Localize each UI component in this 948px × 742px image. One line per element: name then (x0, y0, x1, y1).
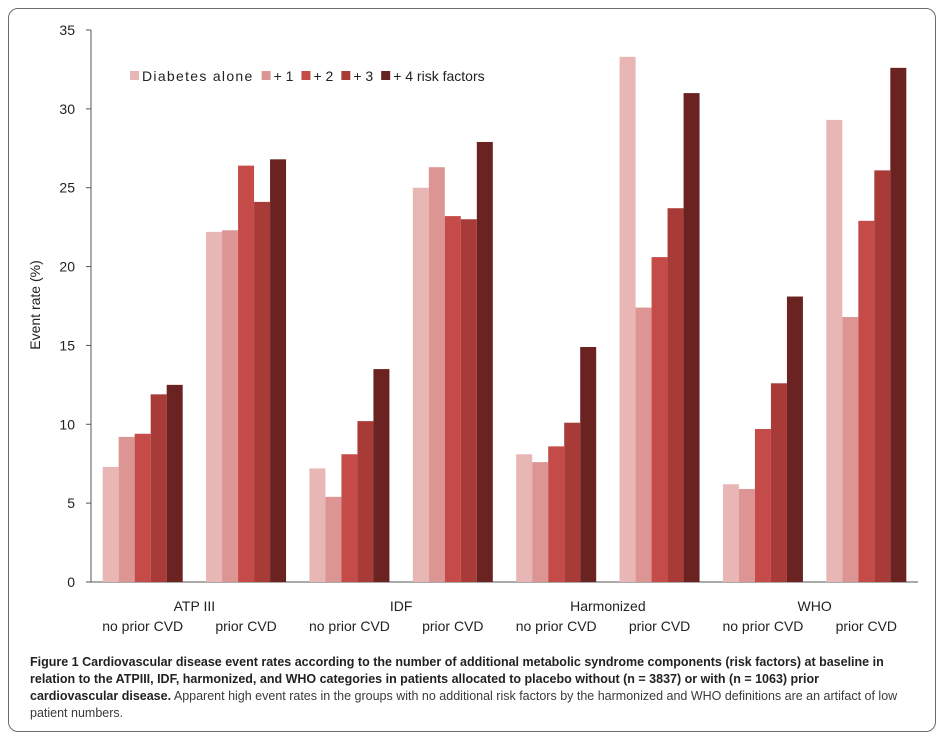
y-axis: 0 5 10 15 20 25 30 35 (59, 22, 92, 590)
x-group-label: WHO (798, 598, 832, 614)
y-tick-label: 30 (59, 101, 75, 117)
bar (738, 488, 755, 582)
legend-label: + 3 (353, 68, 373, 84)
y-tick-label: 15 (59, 337, 75, 353)
bar (651, 257, 668, 582)
bar (254, 201, 271, 582)
bar (412, 187, 429, 582)
y-tick-label: 35 (59, 22, 75, 38)
legend-label: + 4 risk factors (393, 68, 484, 84)
x-tick-label: prior CVD (629, 618, 690, 634)
legend-swatch (381, 71, 391, 80)
bar (754, 429, 771, 582)
bar (270, 159, 287, 582)
x-tick-label: prior CVD (422, 618, 483, 634)
x-group-label: IDF (390, 598, 413, 614)
bar (428, 167, 445, 582)
bar (134, 433, 151, 582)
legend: Diabetes alone + 1 + 2 + 3 + 4 risk factors (130, 68, 485, 84)
bar (722, 484, 739, 582)
bar (476, 141, 493, 582)
bar (357, 421, 374, 582)
bar (580, 347, 597, 582)
bar (683, 93, 700, 582)
bar (548, 446, 565, 582)
bar (373, 369, 390, 582)
x-tick-label: no prior CVD (722, 618, 803, 634)
figure-caption: Figure 1 Cardiovascular disease event ra… (30, 654, 908, 722)
bar (842, 317, 859, 582)
x-group-label: ATP III (174, 598, 216, 614)
bar (325, 496, 342, 582)
y-axis-label: Event rate (%) (27, 260, 43, 349)
bar (238, 165, 255, 583)
bar (667, 208, 684, 582)
bar-chart: 0 5 10 15 20 25 30 35 ATP III no prior CVD prior … (27, 22, 918, 634)
x-tick-label: prior CVD (836, 618, 897, 634)
bar (341, 454, 358, 582)
caption-lead: Figure 1 Cardiovascular disease event ra… (30, 655, 884, 703)
bar (874, 170, 891, 582)
y-tick-label: 5 (67, 495, 75, 511)
bar (309, 468, 326, 582)
legend-swatch (130, 71, 139, 80)
bar (770, 383, 787, 582)
bar (166, 384, 183, 582)
legend-swatch (301, 71, 311, 80)
y-tick-label: 10 (59, 416, 75, 432)
bar (444, 216, 461, 583)
bars (102, 56, 907, 583)
bar (635, 307, 652, 582)
legend-swatch (261, 71, 271, 80)
x-tick-label: no prior CVD (516, 618, 597, 634)
bar (222, 230, 239, 582)
bar (619, 56, 636, 583)
x-tick-label: no prior CVD (309, 618, 390, 634)
bar (890, 67, 907, 582)
bar (858, 220, 875, 582)
bar (786, 296, 803, 582)
legend-label: + 1 (274, 68, 294, 84)
bar (150, 394, 167, 582)
x-tick-label: prior CVD (215, 618, 276, 634)
caption-rest: Apparent high event rates in the groups … (30, 689, 898, 720)
bar (460, 219, 477, 582)
bar (206, 231, 223, 583)
bar (102, 466, 119, 582)
x-group-label: Harmonized (570, 598, 645, 614)
y-tick-label: 0 (67, 574, 75, 590)
bar (516, 454, 533, 582)
legend-swatch (341, 71, 351, 80)
bar (118, 436, 135, 582)
y-tick-label: 25 (59, 180, 75, 196)
x-tick-label: no prior CVD (102, 618, 183, 634)
legend-label: Diabetes alone (142, 68, 254, 84)
bar (564, 422, 581, 582)
bar (826, 119, 843, 582)
bar (532, 462, 549, 582)
legend-label: + 2 (313, 68, 333, 84)
y-tick-label: 20 (59, 259, 75, 275)
